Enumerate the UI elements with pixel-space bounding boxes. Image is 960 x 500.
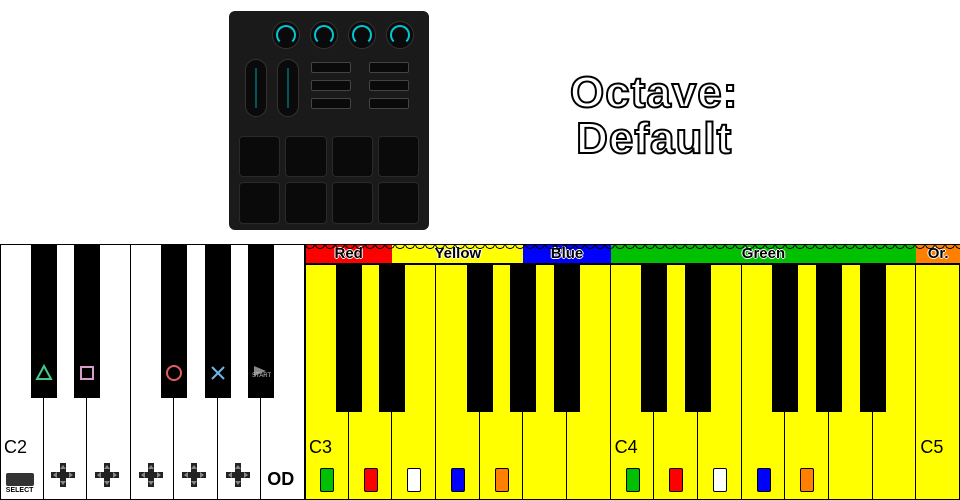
right-black-key-2[interactable] [467,264,493,412]
knob-4[interactable] [386,21,414,49]
left-bottom-icon-3 [137,461,165,494]
pad-1[interactable] [239,136,280,177]
ps-start-icon: START [252,364,274,381]
right-keyboard: RedYellowBlueGreenOr.C3C4C5 [305,244,960,500]
label-c4: C4 [615,437,638,458]
left-bottom-icon-4 [180,461,208,494]
pads-grid [239,136,419,224]
indicator-0 [320,468,334,492]
indicator-3 [451,468,465,492]
indicator-1 [364,468,378,492]
btn-down[interactable] [311,98,351,109]
indicator-7 [713,468,727,492]
btn-2[interactable] [369,62,409,73]
left-bottom-icon-2 [93,461,121,494]
right-black-key-5[interactable] [641,264,667,412]
pad-4[interactable] [378,136,419,177]
right-black-key-7[interactable] [772,264,798,412]
knobs-row [239,21,419,49]
right-white-key-14[interactable] [916,264,960,500]
right-black-key-3[interactable] [510,264,536,412]
pad-8[interactable] [378,182,419,223]
pad-3[interactable] [332,136,373,177]
pad-6[interactable] [285,182,326,223]
ps-cross-icon [209,364,227,385]
btn-4[interactable] [369,80,409,91]
pad-2[interactable] [285,136,326,177]
indicator-2 [407,468,421,492]
octave-display: Octave: Default [570,70,738,162]
right-black-key-4[interactable] [554,264,580,412]
knob-2[interactable] [310,21,338,49]
left-bottom-icon-0: SELECT [6,473,34,494]
left-bottom-icon-5 [224,461,252,494]
sliders [245,59,299,124]
octave-line-2: Default [570,116,738,162]
indicator-4 [495,468,509,492]
indicator-9 [800,468,814,492]
right-black-key-6[interactable] [685,264,711,412]
left-keyboard: C2 START SELECT OD [0,244,305,500]
pad-5[interactable] [239,182,280,223]
btn-3[interactable] [311,80,351,91]
pad-7[interactable] [332,182,373,223]
right-black-key-8[interactable] [816,264,842,412]
small-buttons-grid [311,62,419,124]
knob-3[interactable] [348,21,376,49]
left-bottom-icon-6: OD [267,469,294,490]
scallop-border [305,244,960,250]
label-c5: C5 [920,437,943,458]
slider-2[interactable] [277,59,299,117]
knob-1[interactable] [272,21,300,49]
ps-square-icon [78,364,96,385]
controller-mid-row [239,59,419,124]
indicator-5 [626,468,640,492]
svg-text:START: START [252,373,271,378]
btn-up[interactable] [369,98,409,109]
ps-triangle-icon [35,364,53,385]
slider-1[interactable] [245,59,267,117]
indicator-6 [669,468,683,492]
right-black-key-0[interactable] [336,264,362,412]
label-c2: C2 [4,437,27,458]
indicator-8 [757,468,771,492]
right-black-key-9[interactable] [860,264,886,412]
label-c3: C3 [309,437,332,458]
midi-controller [229,11,429,230]
ps-circle-icon [165,364,183,385]
btn-1[interactable] [311,62,351,73]
keyboard-row: C2STARTSELECTOD RedYellowBlueGreenOr.C3C… [0,244,960,500]
right-black-key-1[interactable] [379,264,405,412]
octave-line-1: Octave: [570,70,738,116]
left-bottom-icon-1 [49,461,77,494]
